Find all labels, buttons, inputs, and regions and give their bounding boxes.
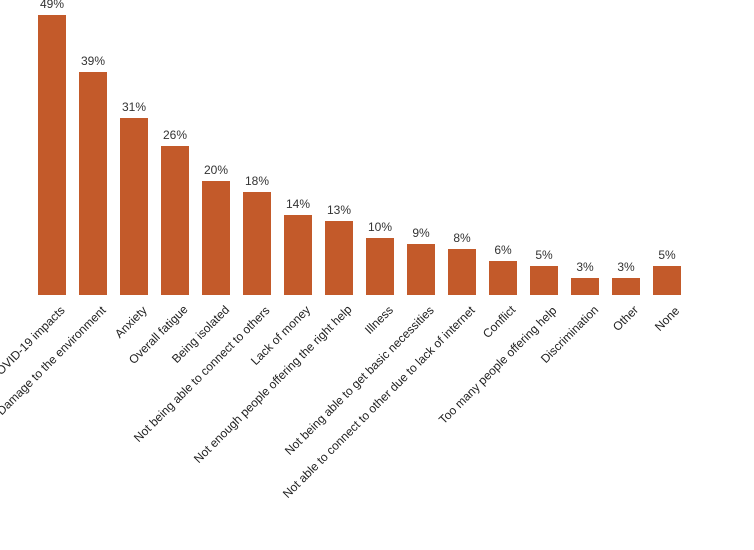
bar (407, 244, 435, 295)
category-label: Illness (362, 303, 396, 337)
bar-value-label: 5% (524, 248, 564, 262)
bar-slot: 6% (489, 15, 517, 295)
bar-slot: 31% (120, 15, 148, 295)
bar (530, 266, 558, 295)
bar (284, 215, 312, 295)
bar-value-label: 26% (155, 128, 195, 142)
bar (571, 278, 599, 295)
bar-value-label: 10% (360, 220, 400, 234)
bar-value-label: 8% (442, 231, 482, 245)
category-label: Conflict (480, 303, 518, 341)
bar-slot: 18% (243, 15, 271, 295)
bar-value-label: 5% (647, 248, 687, 262)
bar-slot: 10% (366, 15, 394, 295)
bar-slot: 13% (325, 15, 353, 295)
bar-value-label: 9% (401, 226, 441, 240)
bar (489, 261, 517, 295)
bar-slot: 3% (571, 15, 599, 295)
bar-slot: 26% (161, 15, 189, 295)
bar-value-label: 13% (319, 203, 359, 217)
bar (325, 221, 353, 295)
bar-value-label: 49% (32, 0, 72, 11)
bar-value-label: 3% (606, 260, 646, 274)
bar-value-label: 18% (237, 174, 277, 188)
bar-value-label: 31% (114, 100, 154, 114)
bar-value-label: 3% (565, 260, 605, 274)
bar-value-label: 39% (73, 54, 113, 68)
bar-slot: 14% (284, 15, 312, 295)
bar-slot: 8% (448, 15, 476, 295)
bar-chart-container: 49%39%31%26%20%18%14%13%10%9%8%6%5%3%3%5… (0, 0, 754, 550)
category-label: Other (610, 303, 641, 334)
bar-value-label: 20% (196, 163, 236, 177)
category-label: Not able to connect to other due to lack… (280, 303, 478, 501)
bar-slot: 9% (407, 15, 435, 295)
bar (79, 72, 107, 295)
bar-value-label: 6% (483, 243, 523, 257)
category-label: Not being able to get basic necessities (282, 303, 437, 458)
category-label: Anxiety (112, 303, 150, 341)
bar-slot: 20% (202, 15, 230, 295)
bar (366, 238, 394, 295)
bar (161, 146, 189, 295)
bar (120, 118, 148, 295)
bar-slot: 5% (653, 15, 681, 295)
bar (612, 278, 640, 295)
bar (243, 192, 271, 295)
plot-area: 49%39%31%26%20%18%14%13%10%9%8%6%5%3%3%5… (30, 15, 730, 295)
bar (38, 15, 66, 295)
bar-slot: 39% (79, 15, 107, 295)
category-label: None (652, 303, 682, 333)
bar-slot: 3% (612, 15, 640, 295)
bar-slot: 49% (38, 15, 66, 295)
bar-slot: 5% (530, 15, 558, 295)
bar (202, 181, 230, 295)
bar (653, 266, 681, 295)
bar-value-label: 14% (278, 197, 318, 211)
bar (448, 249, 476, 295)
